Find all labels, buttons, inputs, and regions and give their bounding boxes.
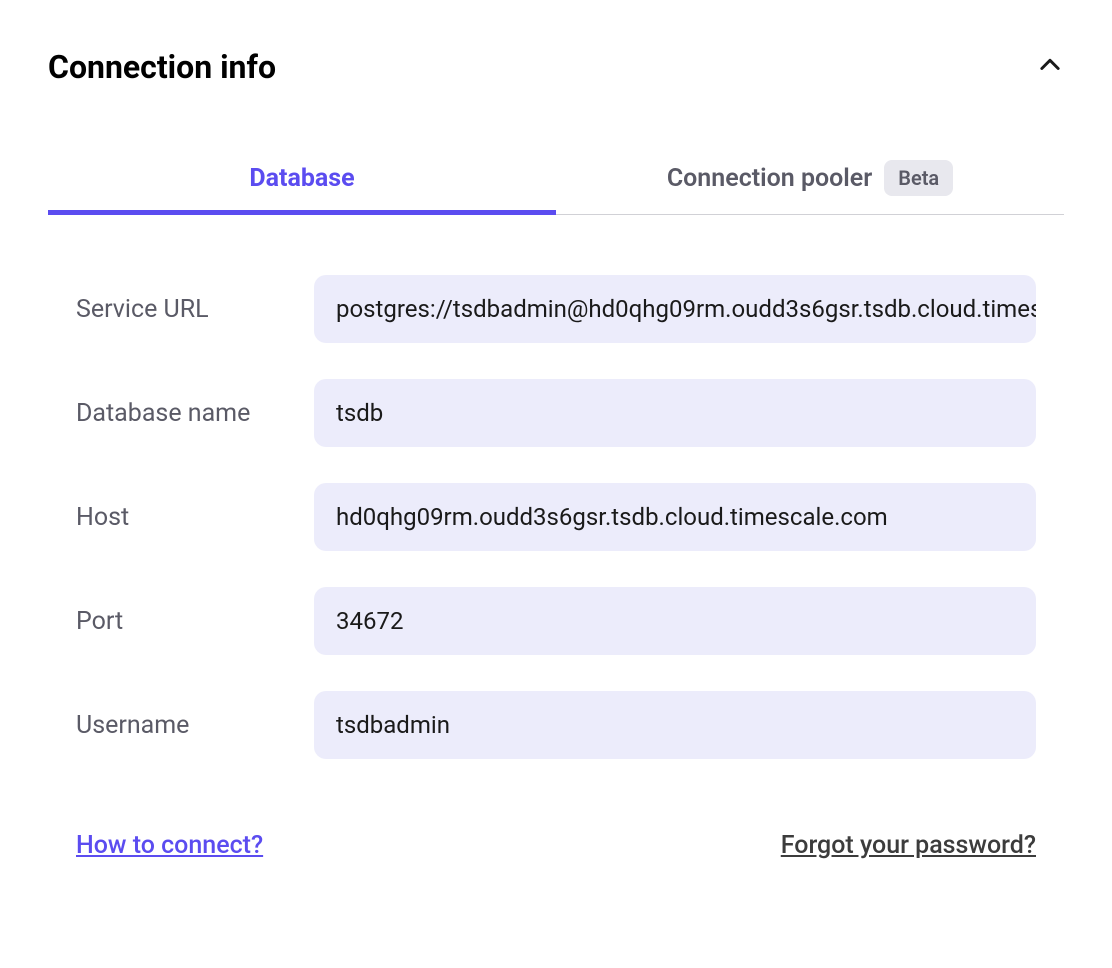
forgot-password-link[interactable]: Forgot your password? <box>781 831 1036 860</box>
collapse-toggle[interactable] <box>1036 51 1064 83</box>
field-username: Username tsdbadmin <box>76 691 1036 759</box>
chevron-up-icon <box>1036 51 1064 83</box>
tabs: Database Connection pooler Beta <box>48 142 1064 215</box>
field-service-url-label: Service URL <box>76 295 314 324</box>
tab-database[interactable]: Database <box>48 142 556 214</box>
panel-header: Connection info <box>48 48 1064 86</box>
field-service-url: Service URL postgres://tsdbadmin@hd0qhg0… <box>76 275 1036 343</box>
field-service-url-value[interactable]: postgres://tsdbadmin@hd0qhg09rm.oudd3s6g… <box>314 275 1036 343</box>
field-username-value[interactable]: tsdbadmin <box>314 691 1036 759</box>
field-username-label: Username <box>76 711 314 740</box>
panel-title: Connection info <box>48 48 276 86</box>
beta-badge: Beta <box>884 160 953 196</box>
how-to-connect-link[interactable]: How to connect? <box>76 831 263 860</box>
field-database-name-label: Database name <box>76 399 314 428</box>
tab-database-label: Database <box>249 164 354 193</box>
tab-pooler-label: Connection pooler <box>667 164 872 193</box>
connection-fields: Service URL postgres://tsdbadmin@hd0qhg0… <box>48 275 1064 759</box>
field-database-name: Database name tsdb <box>76 379 1036 447</box>
field-database-name-value[interactable]: tsdb <box>314 379 1036 447</box>
field-port-value[interactable]: 34672 <box>314 587 1036 655</box>
field-host: Host hd0qhg09rm.oudd3s6gsr.tsdb.cloud.ti… <box>76 483 1036 551</box>
field-port: Port 34672 <box>76 587 1036 655</box>
field-host-label: Host <box>76 503 314 532</box>
field-port-label: Port <box>76 607 314 636</box>
field-host-value[interactable]: hd0qhg09rm.oudd3s6gsr.tsdb.cloud.timesca… <box>314 483 1036 551</box>
footer-links: How to connect? Forgot your password? <box>48 831 1064 860</box>
tab-connection-pooler[interactable]: Connection pooler Beta <box>556 142 1064 214</box>
